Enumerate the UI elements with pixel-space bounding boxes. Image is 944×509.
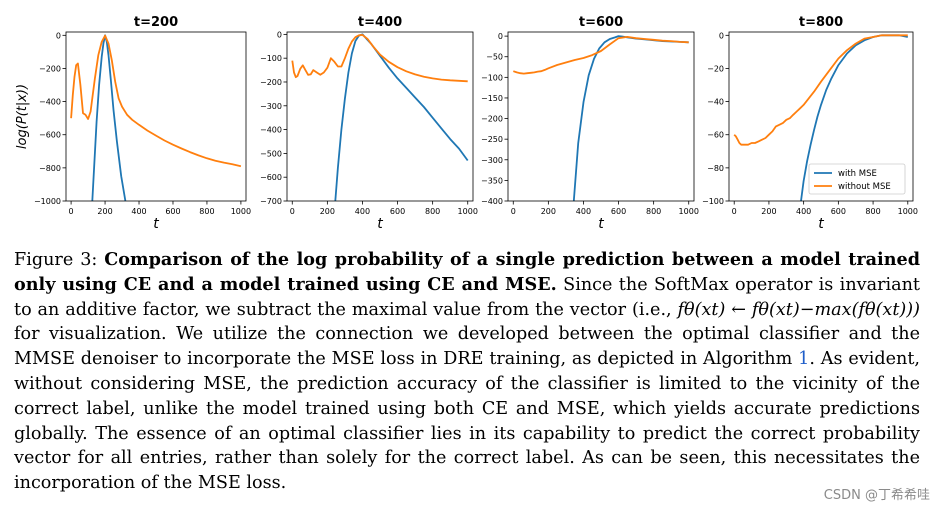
- panel-2-xtick-label: 1000: [458, 207, 478, 216]
- panel-3-frame: [507, 31, 695, 202]
- panel-2-ytick-label: −300: [260, 102, 282, 111]
- panel-3-ytick-label: −150: [481, 94, 503, 103]
- panel-4-ytick-label: −20: [707, 64, 724, 73]
- panel-4-title: t=800: [799, 15, 843, 30]
- figure-label: Figure 3:: [14, 250, 98, 270]
- panel-3-series-without-mse: [513, 36, 689, 75]
- panel-1-ytick-label: 0: [56, 31, 61, 40]
- panel-3-xlabel: t: [598, 216, 604, 232]
- panel-2-ytick-label: −200: [260, 78, 282, 87]
- panel-3-xtick-label: 600: [611, 207, 626, 216]
- panel-4-xtick-label: 1000: [898, 207, 918, 216]
- panel-2-ytick-label: −600: [260, 173, 282, 182]
- panel-1-ytick-label: −200: [39, 64, 61, 73]
- panel-4-legend-label-with-mse: with MSE: [838, 169, 877, 179]
- panel-1-ylabel: log(P(t|x)): [15, 84, 30, 149]
- panel-3-ytick-label: −400: [481, 197, 503, 206]
- panel-2-xtick-label: 800: [425, 207, 440, 216]
- panel-3-ytick-label: −250: [481, 135, 503, 144]
- panel-3-ytick-label: −100: [481, 73, 503, 82]
- panel-2-series-without-mse: [291, 34, 468, 83]
- panel-4-legend: [808, 163, 906, 195]
- panel-4-frame: [728, 31, 914, 202]
- panel-3-xtick-label: 1000: [679, 207, 699, 216]
- panel-4-ytick-label: −40: [707, 98, 724, 107]
- panel-1-xtick-label: 1000: [231, 207, 251, 216]
- panel-4-ytick-label: −60: [707, 131, 724, 140]
- panel-1-xtick-label: 600: [165, 207, 180, 216]
- panel-3-xtick-label: 400: [576, 207, 591, 216]
- panel-1-frame: [65, 31, 247, 202]
- panel-4-ytick-label: 0: [719, 31, 724, 40]
- panel-3-ytick-label: −200: [481, 115, 503, 124]
- panel-4-xtick-label: 400: [796, 207, 811, 216]
- panel-2-xtick-label: 400: [355, 207, 370, 216]
- panel-2-ytick-label: −100: [260, 54, 282, 63]
- caption-text-1: Since the SoftMax operator is invariant …: [14, 274, 921, 320]
- panel-1-xtick-label: 200: [97, 207, 112, 216]
- panel-1-xtick-label: 400: [131, 207, 146, 216]
- panel-1-ytick-label: −1000: [34, 197, 61, 206]
- panel-1-ytick-label: −600: [39, 131, 61, 140]
- panel-4-xtick-label: 800: [865, 207, 880, 216]
- panel-4-ytick-label: −80: [707, 164, 724, 173]
- panel-2-series-with-mse: [334, 33, 469, 201]
- panel-3-ytick-label: −350: [481, 176, 503, 185]
- panel-1-xlabel: t: [153, 216, 159, 232]
- caption-text-3: . As evident, without considering MSE, t…: [14, 349, 920, 494]
- panel-1-xtick-label: 0: [69, 207, 74, 216]
- panel-3-ytick-label: −50: [486, 53, 503, 62]
- panel-2-ytick-label: −400: [260, 126, 282, 135]
- panel-2-xtick-label: 200: [320, 207, 335, 216]
- panel-3-ytick-label: −300: [481, 156, 503, 165]
- panel-2-ytick-label: 0: [277, 30, 282, 39]
- panel-2-xtick-label: 0: [290, 207, 295, 216]
- caption-bold-summary: Comparison of the log probability of a s…: [14, 249, 921, 295]
- panel-1-ytick-label: −800: [39, 164, 61, 173]
- panel-3-xtick-label: 800: [646, 207, 661, 216]
- algorithm-ref-link[interactable]: 1: [798, 349, 810, 370]
- panel-3-series-with-mse: [572, 35, 689, 201]
- panel-2-ytick-label: −700: [260, 197, 282, 206]
- panel-2-title: t=400: [358, 15, 402, 30]
- panel-3-xtick-label: 200: [541, 207, 556, 216]
- caption-text-2: for visualization. We utilize the connec…: [14, 324, 920, 370]
- panel-1-ytick-label: −400: [39, 98, 61, 107]
- panel-3-ytick-label: 0: [498, 32, 503, 41]
- panel-4-legend-label-without-mse: without MSE: [838, 182, 891, 192]
- panel-4-xtick-label: 200: [761, 207, 776, 216]
- watermark: CSDN @丁希希哇: [823, 488, 930, 503]
- panel-2-frame: [286, 31, 474, 202]
- panel-3-xtick-label: 0: [511, 207, 516, 216]
- panel-1-series-without-mse: [70, 34, 242, 168]
- panel-1-xtick-label: 800: [199, 207, 214, 216]
- figure-caption: Figure 3: Comparison of the log probabil…: [14, 248, 920, 496]
- panel-3-title: t=600: [579, 15, 623, 30]
- panel-4-xtick-label: 0: [732, 207, 737, 216]
- panel-2-ytick-label: −500: [260, 149, 282, 158]
- panel-2-xtick-label: 600: [390, 207, 405, 216]
- panel-1-title: t=200: [134, 15, 178, 30]
- panel-4-ytick-label: −100: [702, 197, 724, 206]
- panel-2-xlabel: t: [377, 216, 383, 232]
- panel-4-xlabel: t: [818, 216, 824, 232]
- caption-math: fθ(xt) ← fθ(xt)−max(fθ(xt))): [677, 299, 920, 320]
- panel-4-series-without-mse: [733, 34, 908, 146]
- panel-4-xtick-label: 600: [831, 207, 846, 216]
